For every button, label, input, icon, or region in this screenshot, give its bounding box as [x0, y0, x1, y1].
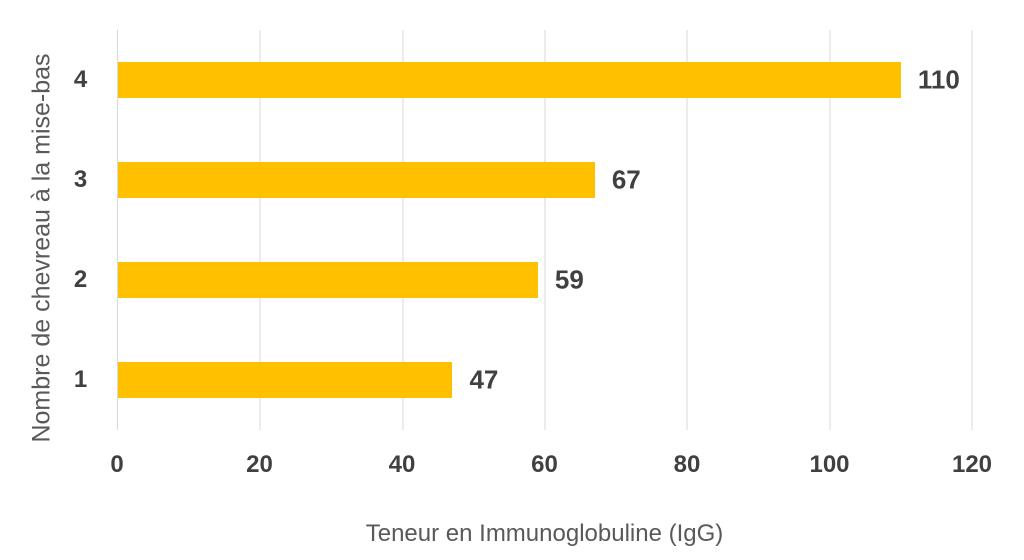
data-label: 59	[554, 264, 584, 295]
x-axis-tick-label: 0	[110, 451, 124, 478]
bar-category-1	[118, 362, 453, 398]
y-axis-tick-label: 3	[73, 166, 88, 193]
x-axis-tick-label: 20	[246, 451, 273, 478]
gridline	[544, 30, 546, 430]
x-axis-tick-label: 120	[951, 451, 993, 478]
bar-category-3	[118, 162, 595, 198]
y-axis-tick-labels: 4 3 2 1	[58, 30, 103, 430]
data-label: 67	[611, 164, 641, 195]
x-axis-tick-label: 40	[388, 451, 416, 478]
plot-area: 110 67 59 47	[117, 30, 973, 430]
gridline	[686, 30, 688, 430]
y-axis-tick-label: 1	[73, 366, 88, 393]
gridline	[829, 30, 831, 430]
gridline	[402, 30, 404, 430]
gridline	[259, 30, 261, 430]
x-axis-tick-label: 60	[531, 451, 558, 478]
y-axis-tick-label: 4	[73, 66, 88, 93]
bar-category-2	[118, 262, 538, 298]
data-label: 110	[917, 64, 960, 95]
x-axis-tick-labels: 0 20 40 60 80 100 120	[110, 448, 992, 482]
gridline	[971, 30, 973, 430]
data-label: 47	[469, 364, 499, 395]
x-axis-title: Teneur en Immunoglobuline (IgG)	[365, 520, 724, 547]
x-axis-tick-label: 100	[809, 451, 850, 478]
y-axis-tick-label: 2	[73, 266, 88, 293]
y-axis-title: Nombre de chevreau à la mise-bas	[27, 53, 56, 443]
bar-category-4	[118, 62, 901, 98]
x-axis-tick-label: 80	[673, 451, 701, 478]
